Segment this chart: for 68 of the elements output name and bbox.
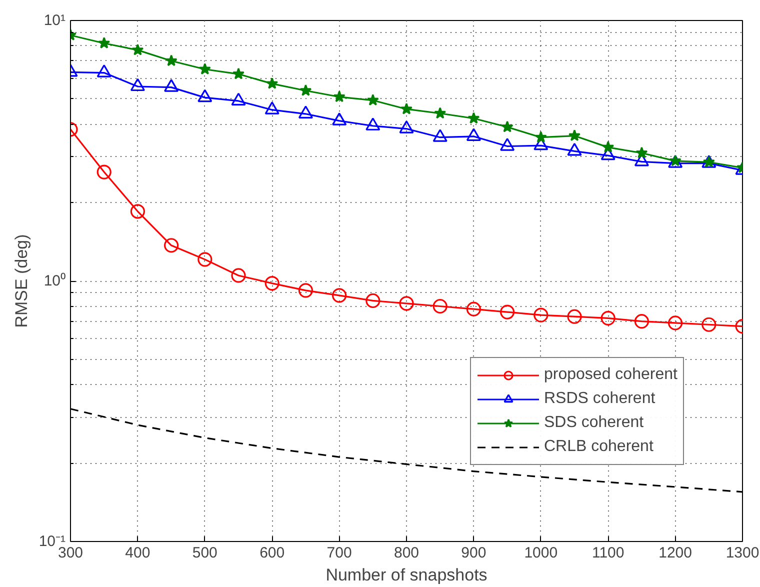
point xyxy=(300,84,312,96)
y-tick-label: 10⁰ xyxy=(44,272,66,290)
point xyxy=(366,293,380,308)
y-tick-label: 10¹ xyxy=(44,12,66,29)
point xyxy=(232,68,245,80)
x-tick-label: 1000 xyxy=(524,544,558,562)
legend-label: SDS coherent xyxy=(544,413,644,433)
point xyxy=(432,298,448,314)
point xyxy=(501,120,514,132)
point xyxy=(165,54,178,66)
x-tick-label: 900 xyxy=(461,544,486,562)
point xyxy=(634,314,649,329)
point xyxy=(468,112,480,124)
point xyxy=(266,77,278,89)
point xyxy=(567,142,582,156)
point xyxy=(534,308,548,322)
x-tick-label: 400 xyxy=(125,544,150,562)
point xyxy=(96,64,112,78)
x-axis-title: Number of snapshots xyxy=(326,566,488,584)
point xyxy=(500,138,515,151)
point xyxy=(198,252,212,267)
point xyxy=(568,129,581,142)
point xyxy=(434,107,446,119)
point xyxy=(298,283,313,298)
x-tick-label: 1100 xyxy=(592,544,624,562)
point xyxy=(130,204,145,219)
point xyxy=(264,102,280,114)
point xyxy=(231,268,246,283)
point xyxy=(366,118,380,130)
point xyxy=(366,94,379,106)
point xyxy=(399,120,414,134)
point xyxy=(264,276,280,291)
point xyxy=(400,102,413,114)
point xyxy=(98,36,110,48)
point xyxy=(298,106,313,118)
y-axis-title: RMSE (deg) xyxy=(12,234,31,328)
point xyxy=(132,44,144,56)
point xyxy=(164,79,179,92)
point xyxy=(231,92,246,106)
point xyxy=(198,89,212,102)
x-tick-label: 700 xyxy=(326,544,352,562)
point xyxy=(466,128,481,141)
point xyxy=(164,238,179,253)
x-tick-label: 800 xyxy=(394,544,420,562)
point xyxy=(432,129,448,142)
point xyxy=(332,288,347,303)
point xyxy=(198,62,211,74)
point xyxy=(602,141,614,153)
legend-label: CRLB coherent xyxy=(544,437,654,457)
x-tick-label: 500 xyxy=(192,544,218,562)
legend-label: proposed coherent xyxy=(544,365,678,385)
point xyxy=(399,296,414,311)
point xyxy=(600,310,616,326)
point xyxy=(702,317,716,332)
x-tick-label: 1300 xyxy=(726,544,760,562)
point xyxy=(567,309,582,324)
point xyxy=(500,304,515,320)
point xyxy=(333,90,346,102)
point xyxy=(534,131,547,143)
point xyxy=(96,164,112,180)
x-tick-label: 1200 xyxy=(658,544,692,562)
x-tick-label: 600 xyxy=(260,544,285,562)
point xyxy=(636,146,648,158)
point xyxy=(130,78,145,92)
point xyxy=(668,316,683,330)
point xyxy=(332,112,347,126)
legend-label: RSDS coherent xyxy=(544,389,656,409)
point xyxy=(466,302,481,316)
